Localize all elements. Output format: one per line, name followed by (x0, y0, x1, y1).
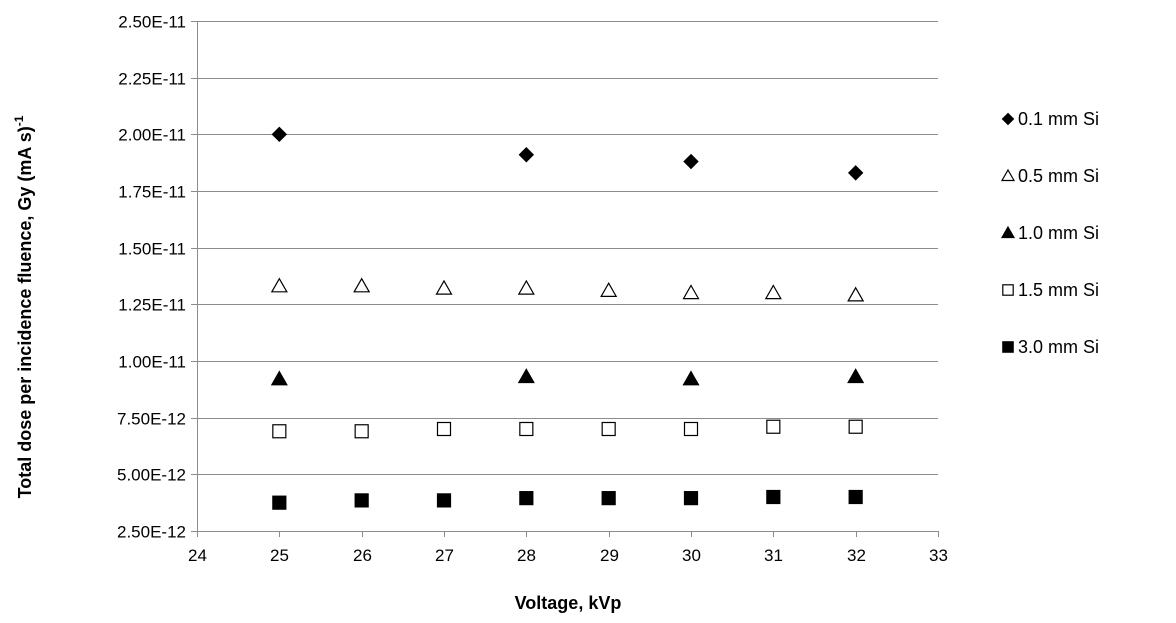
data-point (600, 282, 618, 297)
legend-item: 0.5 mm Si (1000, 166, 1099, 186)
y-tick-label: 1.25E-11 (118, 296, 186, 315)
legend-marker (1002, 284, 1014, 296)
data-point (766, 419, 781, 434)
legend-label: 3.0 mm Si (1018, 337, 1099, 357)
x-tick-label: 33 (929, 546, 948, 565)
legend-label: 0.5 mm Si (1018, 166, 1099, 186)
data-point (435, 279, 453, 295)
data-point (764, 284, 782, 300)
x-axis-title: Voltage, kVp (515, 593, 622, 613)
axes (197, 21, 939, 537)
x-tick-label: 26 (353, 546, 372, 565)
x-tick-label: 25 (270, 546, 289, 565)
y-tick-label: 7.50E-12 (117, 410, 186, 429)
y-tick-labels: 2.50E-12 5.00E-12 7.50E-12 1.00E-11 1.25E-11… (117, 13, 186, 542)
data-point (601, 491, 616, 506)
data-point (270, 277, 288, 293)
data-point (683, 153, 699, 170)
legend-label: 0.1 mm Si (1018, 109, 1099, 129)
data-points (270, 126, 865, 510)
x-tick-label: 32 (847, 546, 866, 565)
y-tick-label: 5.00E-12 (117, 466, 186, 485)
legend-marker (1000, 225, 1016, 239)
x-tick-label: 24 (188, 546, 207, 565)
x-tick-label: 29 (600, 546, 619, 565)
data-point (272, 424, 287, 439)
data-point (847, 165, 864, 181)
data-point (271, 126, 288, 143)
y-axis-title-text: Total dose per incidence fluence, Gy (mA… (15, 126, 35, 498)
data-point (519, 491, 534, 506)
data-point (848, 419, 863, 434)
legend-marker (1000, 168, 1016, 182)
data-point (682, 284, 700, 300)
y-axis-title: Total dose per incidence fluence, Gy (mA… (12, 115, 35, 498)
data-point (766, 489, 781, 505)
data-point (519, 421, 534, 437)
x-tick-label: 30 (682, 546, 701, 565)
data-point (683, 421, 699, 437)
y-tick-label: 1.00E-11 (118, 353, 186, 372)
legend-marker (1002, 341, 1014, 353)
legend-item: 1.0 mm Si (1000, 223, 1099, 243)
data-point (848, 489, 863, 505)
legend: 0.1 mm Si 0.5 mm Si 1.0 mm Si 1.5 mm Si 3.0 … (1000, 109, 1099, 357)
data-point (518, 147, 535, 163)
data-point (847, 368, 865, 384)
data-point (354, 424, 369, 439)
data-point (270, 370, 288, 386)
x-tick-label: 27 (435, 546, 454, 565)
y-tick-label: 2.50E-12 (117, 523, 186, 542)
x-tick-labels: 24 25 26 27 28 29 30 31 32 33 (188, 546, 948, 565)
y-tick-label: 1.50E-11 (118, 240, 186, 259)
gridlines (191, 21, 938, 532)
legend-label: 1.5 mm Si (1018, 280, 1099, 300)
data-point (682, 370, 700, 386)
data-point (517, 279, 535, 295)
data-point (272, 495, 287, 510)
data-point (517, 368, 535, 384)
y-tick-label: 1.75E-11 (118, 183, 186, 202)
y-tick-label: 2.50E-11 (118, 13, 186, 32)
x-tick-label: 31 (764, 546, 783, 565)
data-point (601, 421, 616, 437)
legend-item: 1.5 mm Si (1002, 280, 1099, 300)
legend-label: 1.0 mm Si (1018, 223, 1099, 243)
y-tick-label: 2.00E-11 (118, 126, 186, 145)
data-point (436, 421, 452, 437)
legend-item: 0.1 mm Si (1001, 109, 1099, 129)
data-point (354, 493, 369, 508)
data-point (436, 493, 452, 508)
data-point (353, 277, 371, 293)
x-tick-label: 28 (517, 546, 536, 565)
data-point (847, 286, 865, 302)
legend-marker (1001, 112, 1015, 126)
y-axis-title-superscript: -1 (12, 115, 26, 126)
data-point (683, 491, 699, 506)
y-tick-label: 2.25E-11 (118, 70, 186, 89)
legend-item: 3.0 mm Si (1002, 337, 1099, 357)
